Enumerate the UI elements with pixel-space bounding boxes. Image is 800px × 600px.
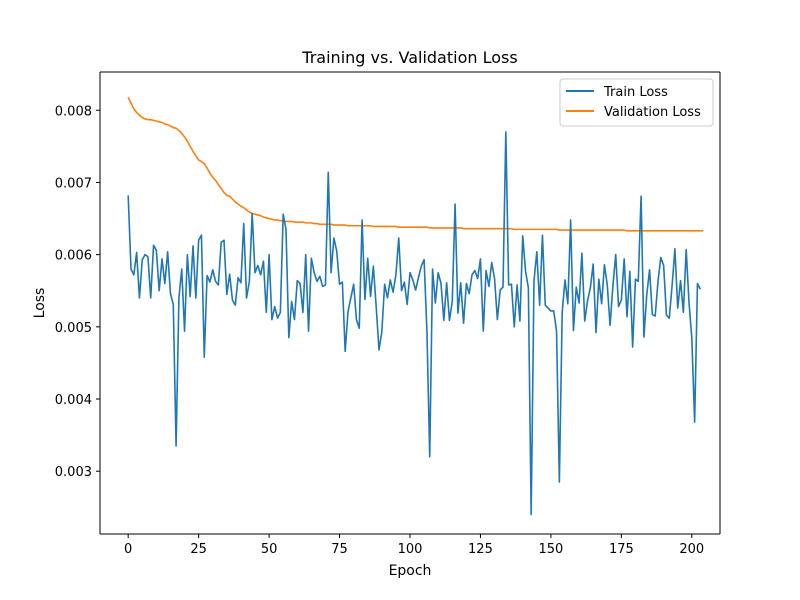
series-line-train-loss xyxy=(127,131,701,516)
legend-label-validation-loss: Validation Loss xyxy=(604,105,701,120)
x-axis-ticks: 0 25 50 75 100 125 150 175 200 xyxy=(124,534,704,557)
axes-frame xyxy=(99,71,721,535)
series-line-validation-loss xyxy=(127,96,704,232)
x-tick-label: 175 xyxy=(609,542,634,557)
x-tick-label: 25 xyxy=(190,542,207,557)
x-tick-label: 150 xyxy=(538,542,563,557)
x-axis-label: Epoch xyxy=(389,563,432,579)
series-lines xyxy=(127,96,704,516)
y-tick-label: 0.005 xyxy=(55,321,92,336)
y-axis-ticks: 0.003 0.004 0.005 0.006 0.007 0.008 xyxy=(55,104,100,480)
x-tick-label: 0 xyxy=(124,542,132,557)
y-tick-label: 0.003 xyxy=(55,465,92,480)
x-tick-label: 125 xyxy=(468,542,493,557)
y-tick-label: 0.008 xyxy=(55,104,92,119)
x-tick-label: 200 xyxy=(679,542,704,557)
chart-title: Training vs. Validation Loss xyxy=(301,48,517,67)
y-axis-label: Loss xyxy=(32,288,48,319)
legend-label-train-loss: Train Loss xyxy=(603,85,668,100)
y-tick-label: 0.007 xyxy=(55,176,92,191)
x-tick-label: 50 xyxy=(261,542,278,557)
x-tick-label: 100 xyxy=(398,542,423,557)
legend: Train Loss Validation Loss xyxy=(559,78,714,127)
legend-box xyxy=(559,78,714,127)
x-tick-label: 75 xyxy=(331,542,348,557)
y-tick-label: 0.006 xyxy=(55,249,92,264)
y-tick-label: 0.004 xyxy=(55,393,92,408)
